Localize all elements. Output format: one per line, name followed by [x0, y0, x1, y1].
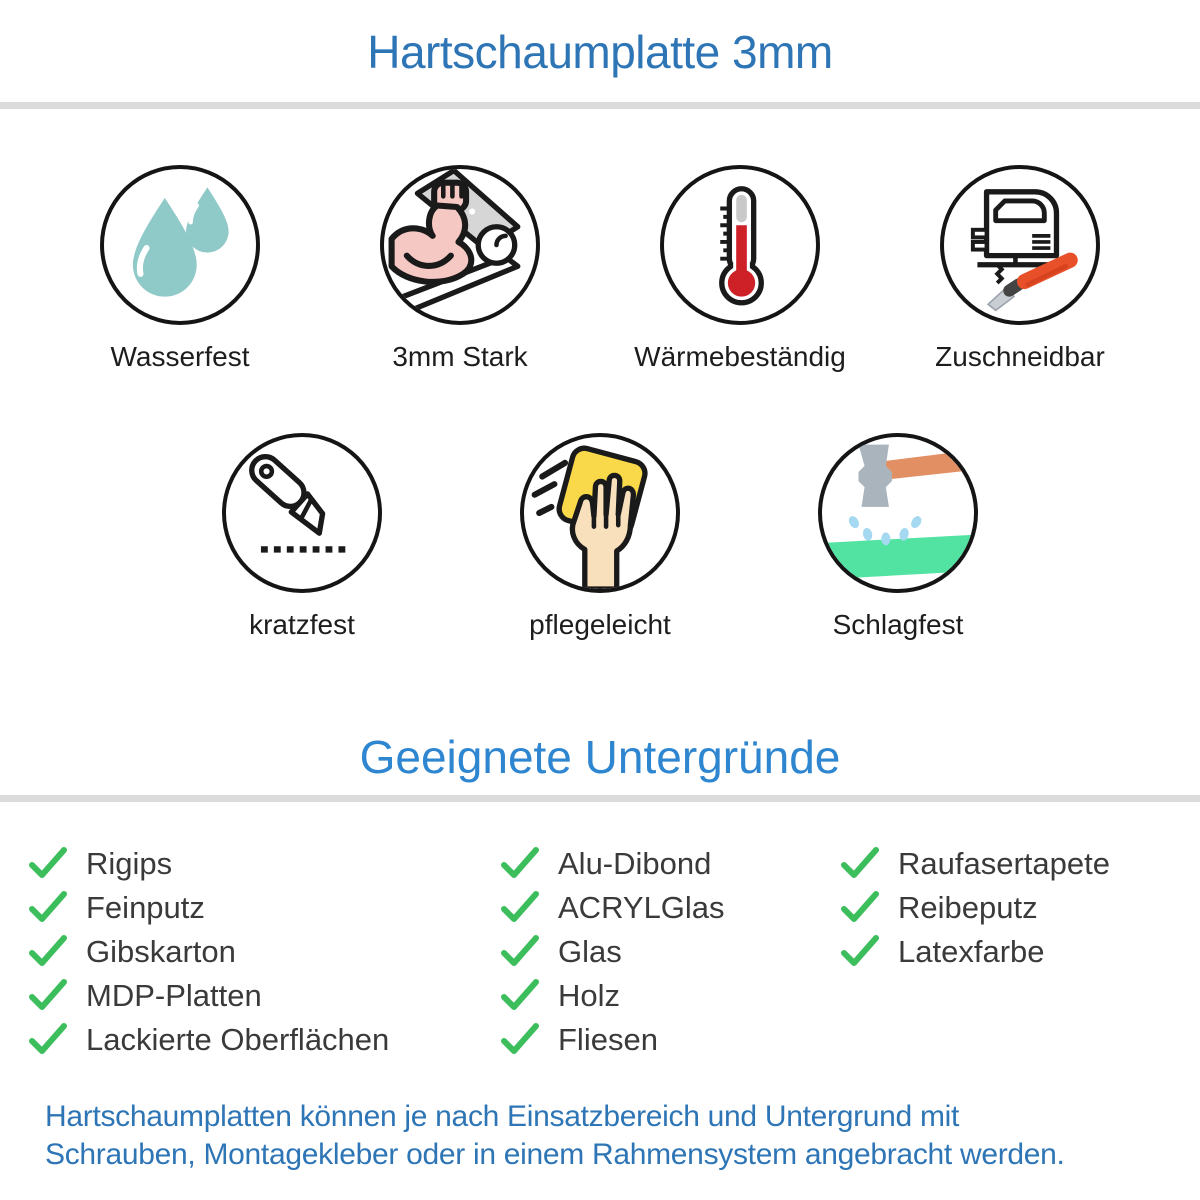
list-item-label: Holz — [558, 978, 621, 1013]
green-check-icon — [28, 1023, 68, 1057]
green-check-icon — [28, 935, 68, 969]
list-item: Alu-Dibond — [500, 842, 840, 886]
feature-waterproof: Wasserfest — [55, 165, 305, 373]
list-item: Fliesen — [500, 1018, 840, 1062]
feature-label: Schlagfest — [832, 609, 964, 640]
feature-row-1: Wasserfest 3mm Stark — [0, 165, 1200, 373]
list-item-label: Raufasertapete — [898, 846, 1110, 881]
feature-label: kratzfest — [249, 609, 355, 640]
list-item-label: Rigips — [86, 846, 173, 881]
substrates-column-2: Alu-Dibond ACRYLGlas Glas Holz Fliesen — [500, 842, 840, 1062]
substrates-column-3: Raufasertapete Reibeputz Latexfarbe — [840, 842, 1200, 974]
top-divider — [0, 102, 1200, 109]
list-item: ACRYLGlas — [500, 886, 840, 930]
feature-thickness: 3mm Stark — [335, 165, 585, 373]
list-item: MDP-Platten — [28, 974, 500, 1018]
flexed-arm-board-icon — [380, 165, 540, 325]
green-check-icon — [28, 891, 68, 925]
list-item-label: Alu-Dibond — [558, 846, 712, 881]
utility-knife-icon — [222, 433, 382, 593]
feature-label: Wasserfest — [110, 341, 250, 372]
list-item: Reibeputz — [840, 886, 1200, 930]
list-item-label: Latexfarbe — [898, 934, 1045, 969]
thermometer-icon — [660, 165, 820, 325]
hammer-impact-icon — [818, 433, 978, 593]
mounting-note-line-2: Schrauben, Montagekleber oder in einem R… — [45, 1138, 1065, 1171]
green-check-icon — [500, 891, 540, 925]
feature-label: pflegeleicht — [529, 609, 671, 640]
feature-impact-resistant: Schlagfest — [773, 433, 1023, 641]
feature-scratchproof: kratzfest — [177, 433, 427, 641]
list-item-label: Feinputz — [86, 890, 205, 925]
page-title: Hartschaumplatte 3mm — [367, 26, 833, 78]
list-item: Rigips — [28, 842, 500, 886]
feature-label: Zuschneidbar — [935, 341, 1105, 372]
mounting-note: Hartschaumplatten können je nach Einsatz… — [0, 1098, 1200, 1174]
substrates-column-1: Rigips Feinputz Gibskarton MDP-Platten L… — [28, 842, 500, 1062]
list-item: Feinputz — [28, 886, 500, 930]
feature-easy-care: pflegeleicht — [475, 433, 725, 641]
list-item: Glas — [500, 930, 840, 974]
section-divider — [0, 795, 1200, 802]
list-item: Lackierte Oberflächen — [28, 1018, 500, 1062]
green-check-icon — [840, 935, 880, 969]
green-check-icon — [500, 1023, 540, 1057]
green-check-icon — [500, 979, 540, 1013]
mounting-note-line-1: Hartschaumplatten können je nach Einsatz… — [45, 1100, 960, 1133]
green-check-icon — [28, 847, 68, 881]
substrates-list: Rigips Feinputz Gibskarton MDP-Platten L… — [0, 842, 1200, 1062]
green-check-icon — [28, 979, 68, 1013]
list-item-label: Lackierte Oberflächen — [86, 1022, 390, 1057]
green-check-icon — [840, 847, 880, 881]
green-check-icon — [500, 935, 540, 969]
cleaning-hand-icon — [520, 433, 680, 593]
feature-label: Wärmebeständig — [634, 341, 846, 372]
list-item-label: Gibskarton — [86, 934, 236, 969]
list-item: Gibskarton — [28, 930, 500, 974]
list-item-label: Reibeputz — [898, 890, 1038, 925]
list-item: Holz — [500, 974, 840, 1018]
feature-label: 3mm Stark — [392, 341, 528, 372]
green-check-icon — [840, 891, 880, 925]
water-drops-icon — [100, 165, 260, 325]
list-item: Raufasertapete — [840, 842, 1200, 886]
jigsaw-cutter-icon — [940, 165, 1100, 325]
feature-cuttable: Zuschneidbar — [895, 165, 1145, 373]
feature-row-2: kratzfest pflegeleicht — [0, 433, 1200, 641]
list-item-label: MDP-Platten — [86, 978, 262, 1013]
section-title: Geeignete Untergründe — [359, 731, 841, 783]
green-check-icon — [500, 847, 540, 881]
list-item-label: Glas — [558, 934, 622, 969]
list-item-label: Fliesen — [558, 1022, 658, 1057]
feature-heat-resistant: Wärmebeständig — [615, 165, 865, 373]
list-item-label: ACRYLGlas — [558, 890, 725, 925]
list-item: Latexfarbe — [840, 930, 1200, 974]
